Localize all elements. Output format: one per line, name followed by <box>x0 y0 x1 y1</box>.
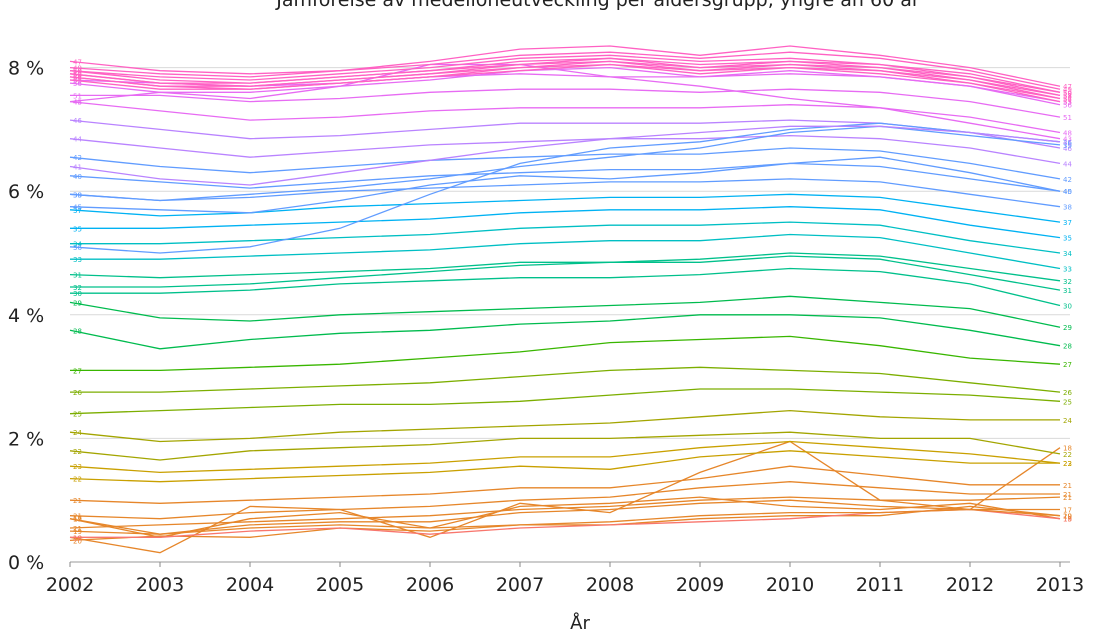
series-start-label: 28 <box>73 327 82 335</box>
x-tick-label: 2006 <box>406 574 454 596</box>
series-end-label: 41 <box>1063 139 1072 147</box>
y-tick-label: 6 % <box>8 181 44 203</box>
series-start-label: 35 <box>73 225 82 233</box>
x-tick-label: 2011 <box>856 574 904 596</box>
series-end-label: 24 <box>1063 417 1072 425</box>
x-tick-label: 2010 <box>766 574 814 596</box>
series-end-label: 25 <box>1063 398 1072 406</box>
series-end-label: 44 <box>1063 160 1072 168</box>
series-start-label: 22 <box>73 476 82 484</box>
series-start-label: 46 <box>73 117 82 125</box>
series-end-label: 31 <box>1063 287 1072 295</box>
series-end-label: 37 <box>1063 219 1072 227</box>
series-start-label: 32 <box>73 284 82 292</box>
series-end-label: 21 <box>1063 491 1072 499</box>
series-end-label: 38 <box>1063 204 1072 212</box>
chart-title: Jämförelse av medellöneutveckling per ål… <box>275 0 920 11</box>
x-tick-label: 2003 <box>136 574 184 596</box>
series-end-label: 26 <box>1063 389 1072 397</box>
series-line-22 <box>70 432 1060 460</box>
series-start-label: 22 <box>73 448 82 456</box>
x-tick-label: 2009 <box>676 574 724 596</box>
series-line-24 <box>70 411 1060 442</box>
series-start-label: 21 <box>73 513 82 521</box>
x-axis-label: År <box>570 612 590 634</box>
series-end-label: 28 <box>1063 343 1072 351</box>
series-start-label: 45 <box>73 204 82 212</box>
series-start-label: 42 <box>73 154 82 162</box>
series-line-44 <box>70 136 1060 164</box>
x-tick-label: 2007 <box>496 574 544 596</box>
series-line-19 <box>70 510 1060 535</box>
series-line-45 <box>70 157 1060 213</box>
series-start-label: 25 <box>73 411 82 419</box>
x-tick-label: 2002 <box>46 574 94 596</box>
series-end-label: 32 <box>1063 278 1072 286</box>
series-start-label: 26 <box>73 389 82 397</box>
series-end-label: 35 <box>1063 235 1072 243</box>
series-line-26 <box>70 367 1060 392</box>
series-line-25 <box>70 389 1060 414</box>
series-end-label: 59 <box>1063 89 1072 97</box>
series-line-30 <box>70 269 1060 306</box>
series-start-label: 41 <box>73 163 82 171</box>
series-end-label: 17 <box>1063 506 1072 514</box>
series-start-label: 36 <box>73 244 82 252</box>
x-tick-label: 2005 <box>316 574 364 596</box>
series-start-label: 39 <box>73 191 82 199</box>
series-start-label: 21 <box>73 525 82 533</box>
series-start-label: 29 <box>73 299 82 307</box>
series-line-21 <box>70 466 1060 503</box>
series-end-label: 21 <box>1063 482 1072 490</box>
series-end-label: 51 <box>1063 114 1072 122</box>
series-end-label: 27 <box>1063 361 1072 369</box>
y-tick-label: 4 % <box>8 305 44 327</box>
x-tick-label: 2004 <box>226 574 274 596</box>
series-end-label: 23 <box>1063 460 1072 468</box>
series-line-42 <box>70 148 1060 179</box>
series-end-label: 22 <box>1063 451 1072 459</box>
series-line-27 <box>70 336 1060 370</box>
series-start-label: 31 <box>73 272 82 280</box>
series-start-label: 33 <box>73 256 82 264</box>
series-start-label: 21 <box>73 497 82 505</box>
series-line-32 <box>70 253 1060 287</box>
y-axis-ticks: 0 % 2 % 4 % 6 % 8 % <box>8 58 44 574</box>
y-tick-label: 0 % <box>8 552 44 574</box>
series-end-label: 33 <box>1063 265 1072 273</box>
y-tick-label: 2 % <box>8 428 44 450</box>
x-tick-label: 2008 <box>586 574 634 596</box>
series-end-label: 29 <box>1063 324 1072 332</box>
series-line-22 <box>70 451 1060 482</box>
series-start-label: 27 <box>73 367 82 375</box>
series-end-label: 30 <box>1063 303 1072 311</box>
series-line-18 <box>70 442 1060 553</box>
series-start-label: 40 <box>73 173 82 181</box>
y-tick-label: 8 % <box>8 58 44 80</box>
series-end-label: 45 <box>1063 188 1072 196</box>
series-end-label: 42 <box>1063 176 1072 184</box>
series-end-label: 34 <box>1063 250 1072 258</box>
series-start-label: 43 <box>73 99 82 107</box>
series-line-36 <box>70 123 1060 253</box>
series-start-label: 59 <box>73 68 82 76</box>
x-tick-label: 2012 <box>946 574 994 596</box>
series-start-label: 23 <box>73 463 82 471</box>
x-tick-label: 2013 <box>1036 574 1084 596</box>
x-axis-ticks: 2002 2003 2004 2005 2006 2007 2008 2009 2010 2011… <box>46 562 1084 596</box>
series-start-label: 24 <box>73 429 82 437</box>
series-line-39 <box>70 126 1060 200</box>
series-lines <box>70 46 1060 553</box>
series-start-label: 44 <box>73 136 82 144</box>
